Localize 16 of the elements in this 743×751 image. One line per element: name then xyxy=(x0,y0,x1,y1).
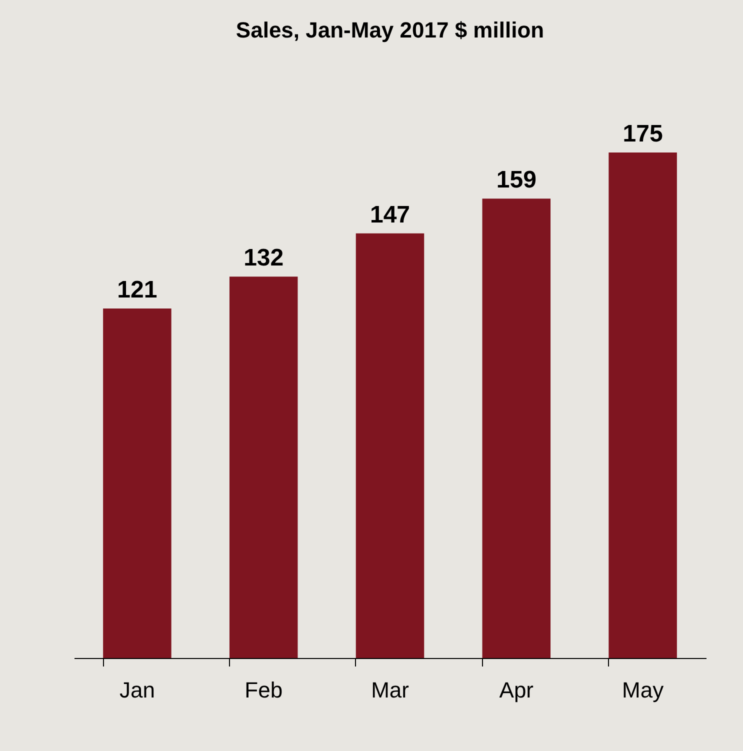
bar xyxy=(482,198,551,658)
x-tick-label: Feb xyxy=(244,678,283,702)
x-tick-label: Mar xyxy=(371,678,409,702)
x-tick-label: Apr xyxy=(499,678,534,702)
x-tick-label: Jan xyxy=(119,678,155,702)
data-label: 132 xyxy=(244,244,284,272)
bar xyxy=(229,276,298,658)
bar xyxy=(608,152,677,658)
chart-title: Sales, Jan-May 2017 $ million xyxy=(236,17,544,42)
data-label: 159 xyxy=(496,166,536,194)
bar xyxy=(356,233,424,658)
data-label: 147 xyxy=(370,201,410,228)
data-label: 175 xyxy=(622,120,663,148)
bar xyxy=(103,308,172,658)
data-label: 121 xyxy=(117,276,158,304)
x-tick-label: May xyxy=(622,678,664,702)
